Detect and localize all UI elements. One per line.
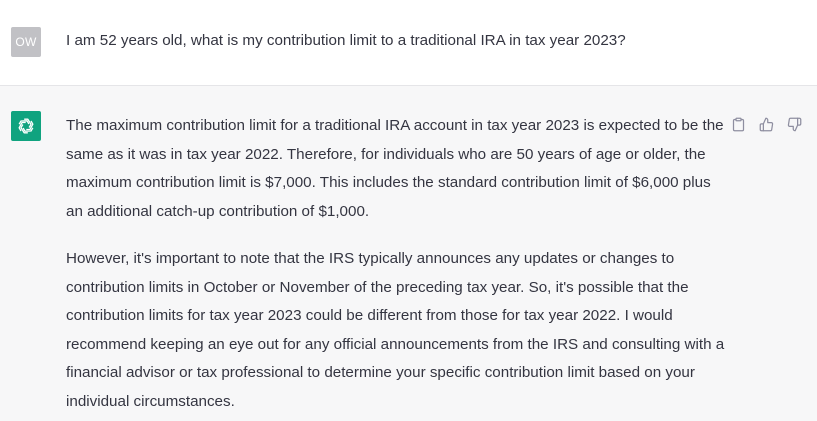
copy-icon — [732, 117, 744, 131]
thumbs-up-icon — [759, 117, 773, 131]
assistant-avatar — [11, 111, 41, 141]
thumbs-down-button[interactable] — [784, 114, 804, 134]
openai-logo-icon — [18, 118, 34, 134]
user-turn: OW I am 52 years old, what is my contrib… — [0, 0, 817, 86]
assistant-paragraph: However, it's important to note that the… — [66, 250, 725, 410]
message-actions — [728, 114, 804, 134]
user-avatar: OW — [11, 27, 41, 57]
copy-button[interactable] — [728, 114, 748, 134]
assistant-turn: The maximum contribution limit for a tra… — [0, 86, 817, 421]
user-message: I am 52 years old, what is my contributi… — [66, 32, 626, 49]
thumbs-up-button[interactable] — [756, 114, 776, 134]
thumbs-down-icon — [787, 117, 801, 131]
assistant-paragraph: The maximum contribution limit for a tra… — [66, 117, 724, 220]
assistant-message: The maximum contribution limit for a tra… — [66, 112, 728, 421]
